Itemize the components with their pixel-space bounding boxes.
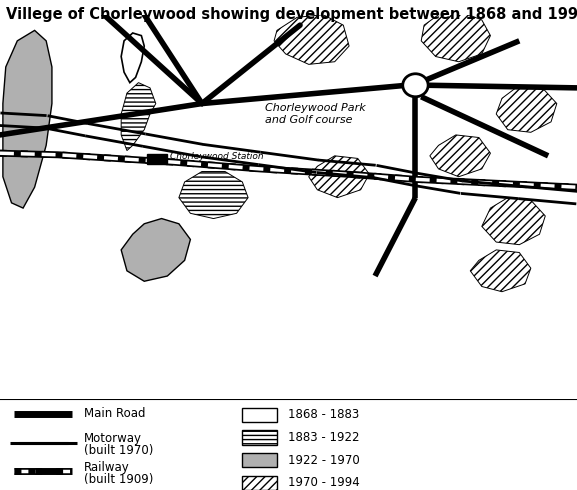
Polygon shape bbox=[496, 85, 557, 132]
Polygon shape bbox=[421, 12, 490, 62]
Polygon shape bbox=[121, 33, 144, 83]
Text: 1970 - 1994: 1970 - 1994 bbox=[288, 476, 360, 490]
Text: 1883 - 1922: 1883 - 1922 bbox=[288, 431, 360, 444]
Polygon shape bbox=[121, 219, 190, 281]
Text: Railway: Railway bbox=[84, 461, 129, 474]
Text: Chorleywood Station: Chorleywood Station bbox=[170, 152, 264, 161]
Polygon shape bbox=[3, 30, 52, 208]
Circle shape bbox=[403, 74, 428, 97]
Polygon shape bbox=[121, 83, 156, 150]
Polygon shape bbox=[470, 250, 531, 292]
FancyBboxPatch shape bbox=[242, 408, 277, 422]
FancyBboxPatch shape bbox=[242, 430, 277, 445]
Text: 1922 - 1970: 1922 - 1970 bbox=[288, 454, 360, 466]
FancyBboxPatch shape bbox=[147, 154, 167, 164]
Text: 1868 - 1883: 1868 - 1883 bbox=[288, 408, 359, 421]
Polygon shape bbox=[179, 172, 248, 219]
Text: Villege of Chorleywood showing development between 1868 and 1994: Villege of Chorleywood showing developme… bbox=[6, 7, 577, 23]
Polygon shape bbox=[274, 15, 349, 64]
Text: (built 1970): (built 1970) bbox=[84, 444, 153, 457]
Polygon shape bbox=[482, 197, 545, 245]
Polygon shape bbox=[430, 135, 490, 177]
FancyBboxPatch shape bbox=[242, 476, 277, 490]
Text: Main Road: Main Road bbox=[84, 407, 145, 420]
Text: (built 1909): (built 1909) bbox=[84, 473, 153, 486]
FancyBboxPatch shape bbox=[242, 453, 277, 467]
Text: Chorleywood Park
and Golf course: Chorleywood Park and Golf course bbox=[265, 103, 366, 125]
Polygon shape bbox=[309, 156, 369, 197]
Text: Motorway: Motorway bbox=[84, 432, 142, 445]
